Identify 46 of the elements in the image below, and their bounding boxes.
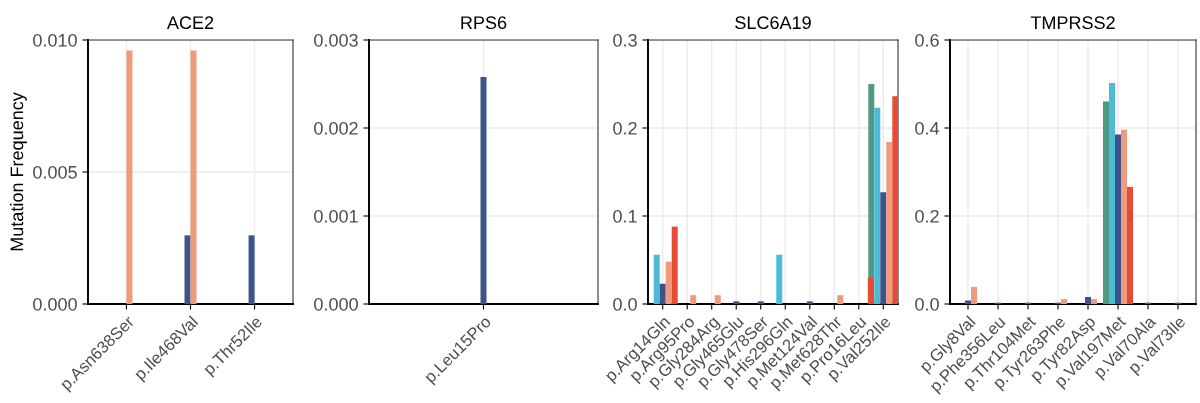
bar: [757, 301, 764, 304]
y-tick-label: 0.000: [33, 297, 77, 311]
y-tick-label: 0.000: [314, 297, 358, 311]
bar: [665, 261, 672, 304]
bar: [1121, 129, 1127, 304]
y-tick-label: 0.0: [613, 297, 637, 311]
bar: [776, 254, 783, 304]
bar: [1115, 134, 1121, 304]
bar: [837, 295, 844, 304]
chart-title: TMPRSS2: [1030, 16, 1115, 30]
y-tick-label: 0.2: [613, 121, 637, 135]
chart-title: SLC6A19: [735, 16, 811, 30]
y-tick-label: 0.4: [915, 121, 940, 135]
y-tick-label: 0.010: [33, 33, 77, 47]
y-tick-label: 0.1: [613, 209, 637, 223]
bar: [1127, 186, 1133, 304]
bar: [690, 295, 697, 304]
bar: [971, 286, 977, 304]
bar: [1109, 83, 1115, 304]
bar: [892, 96, 898, 304]
y-tick-label: 0.3: [613, 33, 637, 47]
y-tick-label: 0.2: [915, 209, 939, 223]
y-tick-label: 0.6: [915, 33, 939, 47]
y-tick-label: 0.001: [314, 209, 358, 223]
bar: [1085, 296, 1091, 304]
chart-title: ACE2: [166, 16, 214, 30]
bar: [659, 283, 666, 304]
bar: [886, 142, 893, 304]
y-tick-label: 0.0: [915, 297, 939, 311]
bar: [1091, 299, 1097, 304]
y-tick-label: 0.003: [314, 33, 358, 47]
bar: [733, 301, 740, 304]
bar: [1103, 101, 1109, 304]
bar: [965, 300, 971, 304]
y-tick-label: 0.005: [33, 165, 77, 179]
bar: [806, 301, 813, 304]
y-tick-label: 0.002: [314, 121, 358, 135]
chart-title: RPS6: [461, 16, 507, 30]
bar: [653, 254, 660, 304]
bar: [880, 192, 887, 304]
bar: [1061, 299, 1067, 304]
bar: [867, 277, 874, 304]
y-axis-title: Mutation Frequency: [10, 92, 27, 251]
bar: [671, 226, 678, 304]
bar: [874, 107, 881, 304]
bar: [714, 295, 721, 304]
